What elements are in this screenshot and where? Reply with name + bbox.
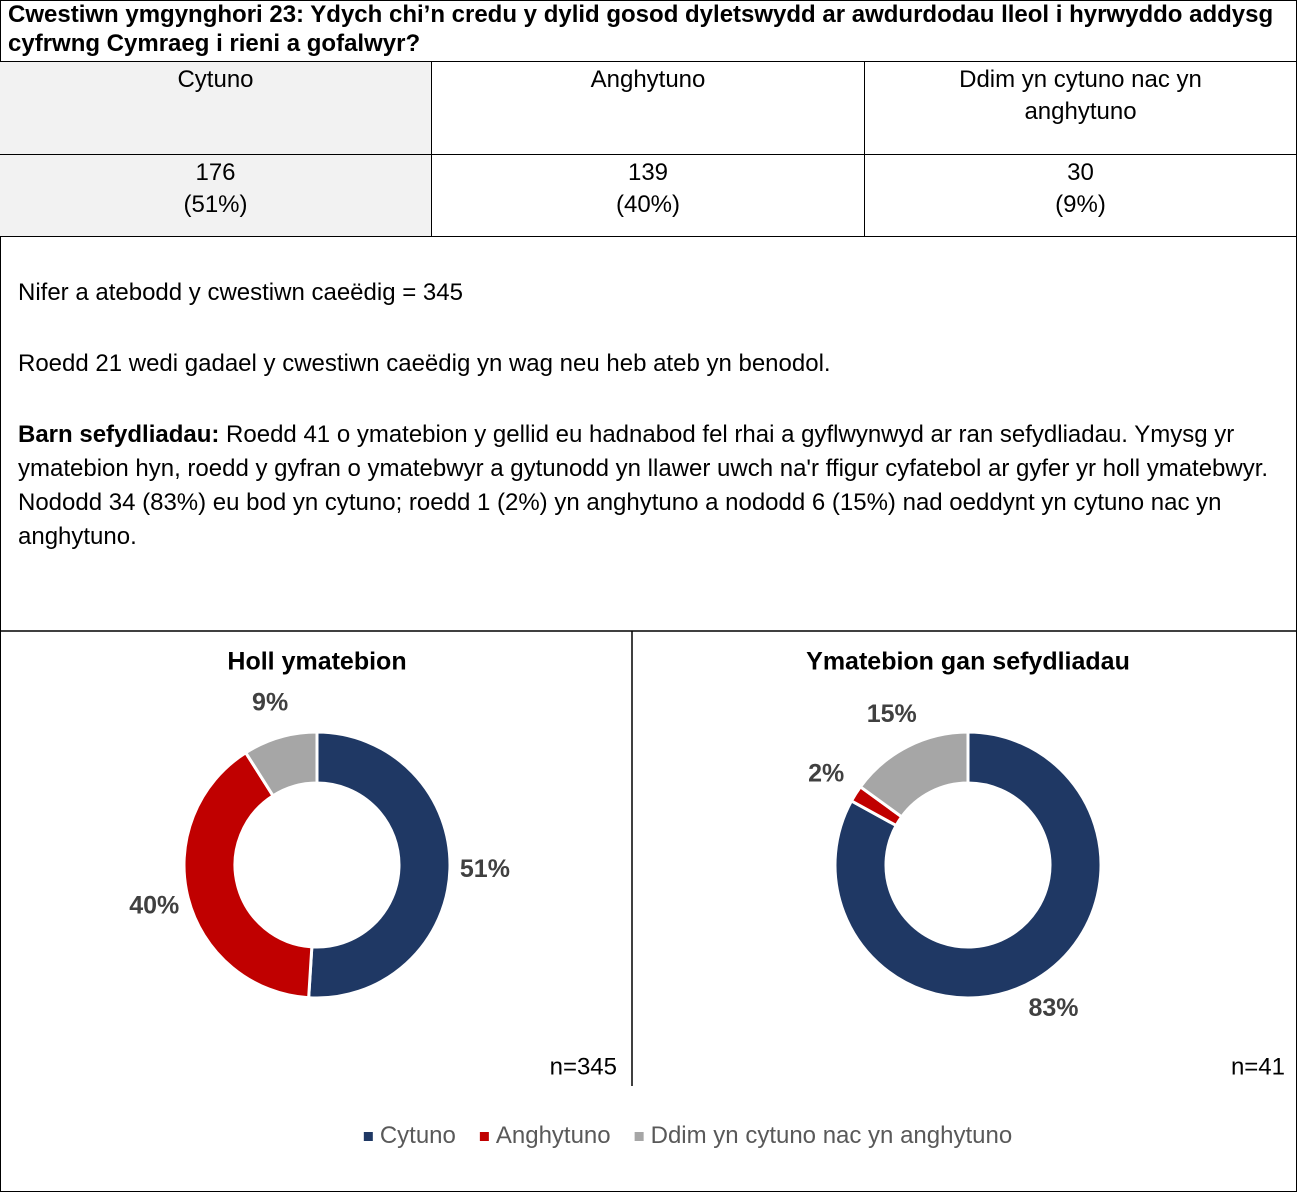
data-label: 83% bbox=[1028, 994, 1078, 1022]
cell-line: (51%) bbox=[183, 191, 248, 218]
paragraph: Roedd 21 wedi gadael y cwestiwn caeëdig … bbox=[18, 347, 1283, 381]
bold-lead: Barn sefydliadau: bbox=[18, 421, 220, 448]
paragraph-text: Nifer a atebodd y cwestiwn caeëdig = 345 bbox=[18, 279, 463, 306]
legend-marker bbox=[634, 1132, 644, 1141]
paragraph-text: Roedd 41 o ymatebion y gellid eu hadnabo… bbox=[18, 421, 1269, 550]
cell-line: (9%) bbox=[1055, 191, 1106, 218]
cell-line: 30 bbox=[1067, 159, 1094, 186]
question-title: Cwestiwn ymgynghori 23: Ydych chi’n cred… bbox=[0, 0, 1296, 62]
paragraph: Barn sefydliadau: Roedd 41 o ymatebion y… bbox=[18, 418, 1283, 554]
cell-line: 176 bbox=[195, 159, 236, 186]
legend-label: Anghytuno bbox=[496, 1122, 611, 1149]
paragraph: Nifer a atebodd y cwestiwn caeëdig = 345 bbox=[18, 276, 1283, 310]
legend-label: Ddim yn cytuno nac yn anghytuno bbox=[651, 1122, 1013, 1149]
chart-title: Ymatebion gan sefydliadau bbox=[806, 648, 1130, 676]
donut-segment bbox=[858, 730, 970, 819]
data-label: 51% bbox=[460, 855, 510, 883]
donut-segment bbox=[243, 730, 319, 798]
legend: Cytuno Anghytuno Ddim yn cytuno nac yn ang… bbox=[363, 1122, 1012, 1149]
chart-title: Holl ymatebion bbox=[227, 648, 406, 676]
data-label: 9% bbox=[252, 688, 288, 716]
header-cell: Ddim yn cytuno nac yn anghytuno bbox=[865, 62, 1297, 155]
donut-segment bbox=[182, 750, 314, 1000]
paragraph-text: Roedd 21 wedi gadael y cwestiwn caeëdig … bbox=[18, 350, 831, 377]
sample-size: n=345 bbox=[550, 1053, 617, 1080]
header-cell: Anghytuno bbox=[432, 62, 865, 155]
legend-label: Cytuno bbox=[380, 1122, 456, 1149]
data-cell: 176 (51%) bbox=[0, 155, 432, 237]
legend-text: Cytuno Anghytuno Ddim yn cytuno nac yn ang… bbox=[380, 1122, 1012, 1149]
data-cell: 139 (40%) bbox=[432, 155, 865, 237]
data-label: 40% bbox=[129, 891, 179, 919]
donut-segment bbox=[307, 730, 452, 1000]
legend-marker bbox=[363, 1132, 373, 1141]
legend-marker bbox=[479, 1132, 489, 1141]
cell-line: 139 bbox=[627, 159, 669, 186]
donut-segment bbox=[833, 730, 1103, 1000]
text-block: Nifer a atebodd y cwestiwn caeëdig = 345… bbox=[18, 276, 1283, 591]
data-label: 2% bbox=[808, 760, 844, 788]
sample-size: n=41 bbox=[1231, 1053, 1285, 1080]
cell-line: (40%) bbox=[615, 191, 681, 218]
data-label: 15% bbox=[867, 700, 917, 728]
header-cell: Cytuno bbox=[0, 62, 432, 155]
